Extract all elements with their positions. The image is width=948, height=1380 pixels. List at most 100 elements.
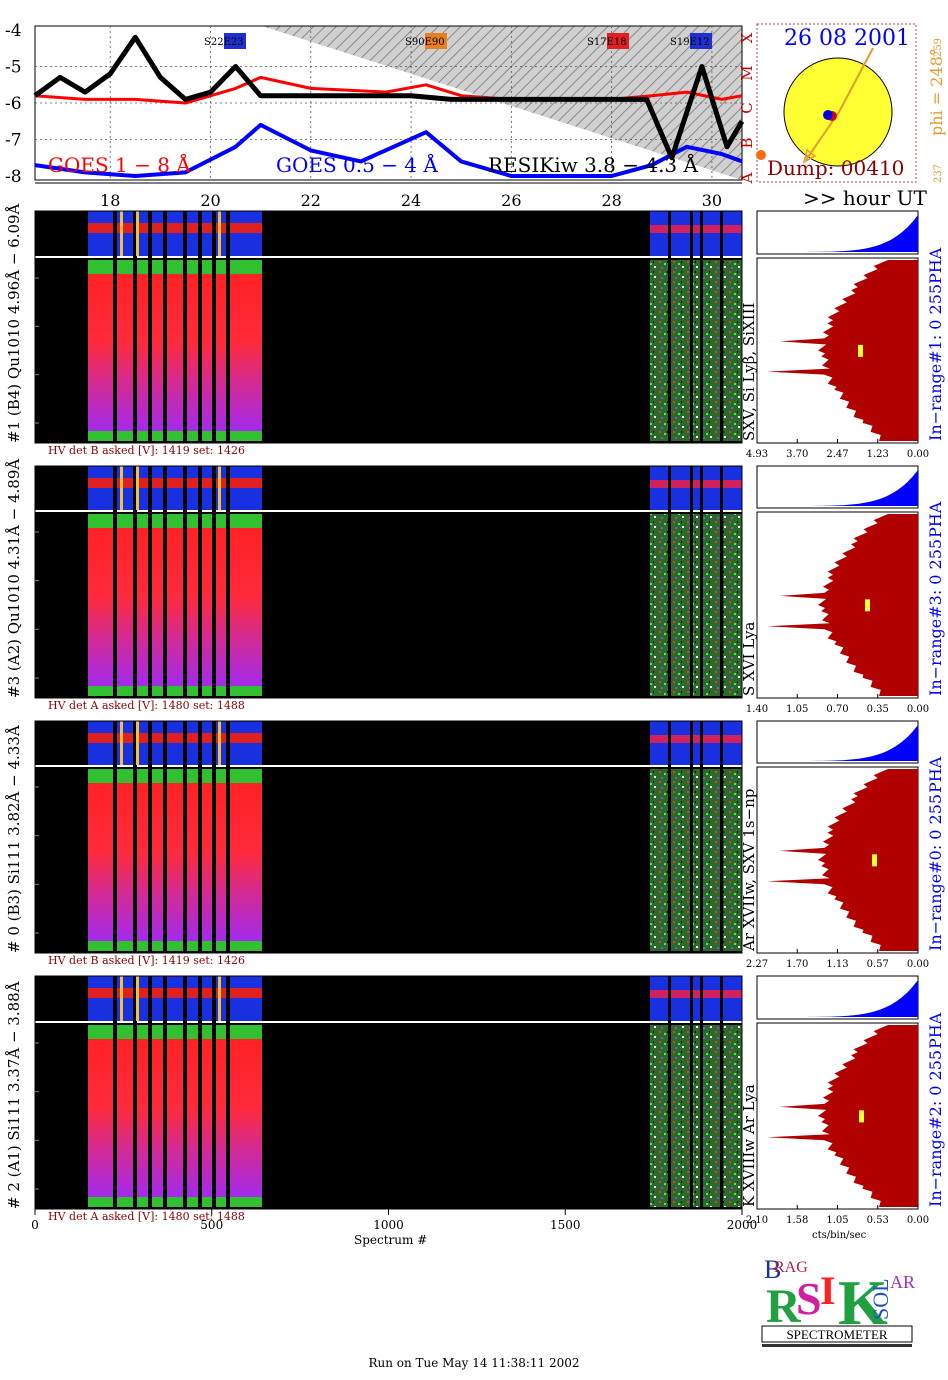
detector-label: #1 (B4) Qu1010 4.96Å − 6.09Å (5, 203, 23, 443)
image-gap-stripe (163, 211, 167, 443)
pha-strip-band (650, 990, 742, 998)
image-gap-stripe (690, 721, 693, 953)
pha-histogram (757, 470, 918, 506)
image-gap-stripe (148, 976, 152, 1209)
x-tick-label: 26 (501, 191, 521, 210)
panel-separator (35, 1021, 742, 1023)
class-letter: C (738, 102, 756, 113)
image-gap-stripe (163, 466, 167, 698)
image-gap-stripe (198, 466, 202, 698)
x-axis-tick-label: 2000 (727, 1218, 758, 1232)
spectrum-tick-label: 1.05 (786, 704, 808, 715)
hv-setting: HV det A asked [V]: 1480 set: 1488 (48, 699, 245, 712)
resik-logo: B RAG R S I K SOL AR SPECTROMETER (760, 1244, 918, 1348)
sun-scale-top: 259 (933, 37, 945, 58)
spectrum-marker (872, 854, 877, 867)
sun-arrow-head (802, 148, 817, 164)
image-gap-stripe (668, 466, 671, 698)
image-gap-stripe (113, 721, 117, 953)
image-bright-line (136, 211, 139, 256)
image-gap-stripe (113, 211, 117, 443)
image-bright-line (136, 721, 139, 765)
image-gap-stripe (183, 721, 187, 953)
spectrum-tick-label: 0.00 (907, 959, 929, 970)
image-gap-stripe (668, 976, 671, 1209)
spectrum-profile (767, 514, 918, 696)
line-id-label: K XVIIIw Ar Lya (740, 1084, 758, 1207)
sun-scale-bottom: 237 (933, 163, 945, 184)
light-curve-y-ticks: -4 -5 -6 -7 -8 (5, 21, 22, 187)
image-speckle-block (650, 1025, 742, 1207)
spectrum-tick-label: 0.35 (867, 704, 889, 715)
spectrum-tick-label: 0.57 (867, 959, 889, 970)
region-marker (607, 33, 629, 49)
image-gap-stripe (212, 976, 216, 1209)
sun-panel (756, 23, 917, 183)
region-label: S17E18 (587, 37, 627, 48)
legend-goes-short: GOES 0.5 − 4 Å (276, 153, 438, 177)
pha-label: PHA (926, 247, 945, 284)
pha-label: PHA (926, 756, 945, 793)
svg-text:I: I (820, 1268, 836, 1313)
spectrum-marker (865, 599, 870, 612)
image-gap-stripe (700, 466, 703, 698)
line-id-label: Ar XVIIw, SXV 1s−np (740, 788, 758, 951)
spectrum-number-axis: 0 500 1000 1500 2000 (31, 1209, 757, 1232)
svg-text:AR: AR (890, 1272, 915, 1292)
image-gap-stripe (183, 976, 187, 1209)
image-speckle-block (650, 514, 742, 696)
sun-date: 26 08 2001 (784, 26, 910, 51)
image-gap-stripe (226, 721, 230, 953)
sun-vector-line (838, 47, 874, 113)
pha-strip-band (88, 478, 262, 488)
in-range-label: In−range#2: 0 255 (926, 1049, 945, 1207)
image-bright-line (120, 466, 123, 510)
in-range-label: In−range#1: 0 255 (926, 283, 945, 441)
detector-label: # 0 (B3) Si111 3.82Å − 4.33Å (5, 725, 23, 953)
hour-label: >> hour UT (803, 186, 927, 210)
image-gap-stripe (700, 211, 703, 443)
pha-label: PHA (926, 1012, 945, 1049)
image-gap-stripe (133, 976, 137, 1209)
spectrum-panel-0: 4.93 3.70 2.47 1.23 0.00 (746, 257, 929, 460)
image-gap-stripe (668, 721, 671, 953)
svg-text:B: B (764, 1255, 781, 1284)
image-bright-line (218, 211, 221, 256)
x-tick-label: 24 (401, 191, 421, 210)
active-region-labels: S22E23 S90E90 S17E18 S19E12 (204, 33, 712, 49)
svg-text:SOL: SOL (868, 1278, 893, 1320)
x-axis-tick-label: 1000 (373, 1218, 404, 1232)
pha-strip-band (650, 211, 742, 256)
image-gap-stripe (226, 211, 230, 443)
image-gap-stripe (720, 721, 723, 953)
detector-panel-1 (34, 465, 743, 699)
pha-panels (756, 210, 919, 1020)
class-letter: X (738, 32, 756, 43)
image-gap-stripe (226, 976, 230, 1209)
region-marker (425, 33, 447, 49)
pha-panel-0 (756, 210, 919, 255)
x-tick-label: 20 (200, 191, 220, 210)
in-range-label: In−range#3: 0 255 (926, 538, 945, 696)
pha-strip-band (88, 988, 262, 998)
logo-title: SPECTROMETER (786, 1327, 887, 1342)
y-tick-label: -6 (5, 94, 22, 114)
light-curve-series-2 (33, 34, 745, 161)
y-tick-label: -4 (5, 21, 22, 41)
light-curve-series-0 (34, 75, 743, 105)
panel-separator (35, 510, 742, 512)
image-edge-band (88, 431, 262, 441)
detector-panel-2 (34, 720, 743, 954)
line-id-label: SXV, Si Lyβ, SiXIII (740, 302, 758, 441)
logo-art: B RAG R S I K SOL AR SPECTROMETER (761, 1255, 915, 1347)
image-edge-band (88, 1025, 262, 1039)
image-gap-stripe (148, 721, 152, 953)
x-tick-label: 28 (601, 191, 621, 210)
region-label: S90E90 (405, 37, 445, 48)
y-tick-label: -8 (5, 167, 22, 187)
spectrum-tick-label: 1.05 (826, 1215, 848, 1226)
class-letter: M (738, 65, 756, 80)
svg-text:R: R (766, 1280, 802, 1333)
image-edge-band (88, 686, 262, 696)
